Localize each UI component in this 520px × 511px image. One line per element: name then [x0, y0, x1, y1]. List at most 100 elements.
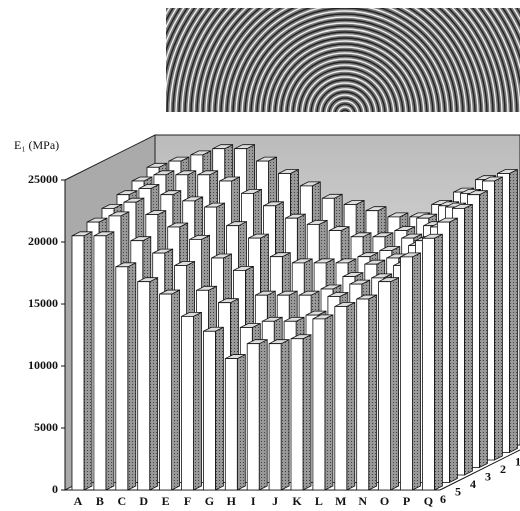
ring	[337, 106, 353, 112]
bar	[378, 281, 392, 491]
bar	[202, 330, 216, 491]
ring	[322, 91, 368, 112]
bar-side	[149, 277, 159, 491]
bar	[93, 235, 107, 491]
y-tick-label: 0	[52, 482, 58, 496]
bar-side	[280, 339, 290, 491]
x-tick-label: K	[292, 494, 302, 508]
ring	[247, 16, 443, 112]
ring	[310, 79, 380, 112]
ring	[241, 10, 449, 112]
x-tick-label: P	[403, 494, 410, 508]
x-tick-label: N	[358, 494, 367, 508]
bar-side	[368, 294, 378, 491]
x-tick-label: J	[272, 494, 278, 508]
x-tick-label: F	[184, 494, 191, 508]
x-tick-label: I	[251, 494, 256, 508]
x-tick-label: Q	[424, 494, 433, 508]
ring	[304, 73, 386, 112]
bar-side	[493, 176, 503, 461]
ring	[340, 109, 350, 112]
ring	[307, 76, 383, 112]
ring	[313, 82, 377, 112]
ring	[295, 64, 395, 112]
ring	[244, 13, 446, 112]
depth-label: 1	[515, 454, 520, 468]
ring	[334, 103, 356, 112]
depth-label: 3	[485, 469, 491, 483]
ring	[331, 100, 359, 112]
bar	[246, 343, 260, 491]
x-tick-label: E	[162, 494, 170, 508]
bar-side	[478, 190, 488, 469]
bar	[400, 256, 413, 491]
bar-side	[83, 231, 93, 491]
ring	[259, 28, 431, 112]
y-tick-label: 10000	[28, 358, 58, 372]
ring	[289, 58, 401, 112]
bar	[290, 338, 304, 491]
ring	[256, 25, 434, 112]
bar-side	[412, 252, 421, 491]
bar-side	[236, 353, 246, 491]
ring	[319, 88, 371, 112]
x-tick-label: O	[380, 494, 389, 508]
ring	[262, 31, 428, 112]
y-tick-label: 15000	[28, 296, 58, 310]
ring	[268, 37, 422, 112]
ring	[298, 67, 392, 112]
bar-side	[463, 203, 473, 476]
bar	[115, 266, 129, 491]
depth-label: 5	[455, 484, 461, 498]
x-tick-label: D	[139, 494, 148, 508]
bar	[71, 235, 85, 491]
bar-side	[448, 217, 458, 484]
ring	[328, 97, 362, 112]
depth-label: 6	[440, 492, 446, 506]
ring	[277, 46, 413, 112]
bar	[312, 318, 326, 491]
ring	[280, 49, 410, 112]
ring	[274, 43, 416, 112]
bar-side	[346, 301, 356, 491]
y-tick-label: 25000	[28, 172, 58, 186]
bar	[159, 293, 173, 491]
ring	[316, 85, 374, 112]
bar-side	[193, 311, 202, 491]
y-axis-label: E₁ (MPa)	[14, 138, 59, 152]
x-tick-label: A	[74, 494, 83, 508]
depth-axis	[439, 449, 520, 491]
bar	[137, 281, 151, 491]
x-tick-label: L	[315, 494, 323, 508]
ring	[271, 40, 419, 112]
bar	[224, 358, 238, 491]
bar-side	[258, 339, 268, 491]
bar	[268, 343, 282, 491]
depth-label: 4	[470, 477, 476, 491]
bar-side	[433, 233, 443, 491]
bar-side	[105, 231, 115, 491]
bar-side	[508, 168, 518, 454]
ring	[265, 34, 425, 112]
bar-side	[127, 262, 137, 491]
bar	[356, 298, 370, 491]
bar-side	[302, 334, 312, 491]
y-tick-label: 5000	[34, 420, 58, 434]
x-tick-label: M	[335, 494, 346, 508]
bar	[334, 306, 348, 491]
bar-side	[390, 277, 400, 491]
ring	[250, 19, 440, 112]
ring	[286, 55, 404, 112]
ring	[292, 61, 398, 112]
bar-side	[324, 314, 334, 491]
y-tick-label: 20000	[28, 234, 58, 248]
ring	[283, 52, 407, 112]
bar	[181, 315, 194, 491]
depth-label: 2	[500, 462, 506, 476]
ring	[325, 94, 365, 112]
x-tick-label: C	[117, 494, 126, 508]
bar-side	[171, 289, 181, 491]
x-tick-label: B	[96, 494, 104, 508]
bar	[421, 237, 435, 491]
ring	[253, 22, 437, 112]
